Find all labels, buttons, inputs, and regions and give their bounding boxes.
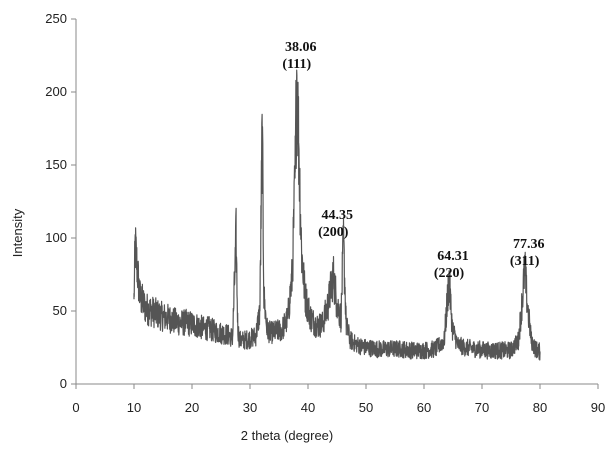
x-tick-label: 50 [359, 400, 373, 415]
series-line [133, 69, 541, 361]
x-tick-label: 20 [185, 400, 199, 415]
x-axis-title: 2 theta (degree) [241, 428, 334, 443]
x-tick-label: 0 [72, 400, 79, 415]
y-tick-label: 250 [45, 11, 67, 26]
peak-hkl-label: (220) [434, 266, 465, 281]
axes [75, 19, 598, 385]
peak-value-label: 64.31 [437, 249, 469, 264]
y-tick-label: 0 [60, 376, 67, 391]
y-axis-ticks: 0 50 100 150 200 250 [45, 11, 76, 391]
x-tick-label: 70 [475, 400, 489, 415]
y-axis-title: Intensity [10, 208, 25, 257]
y-tick-label: 50 [53, 303, 67, 318]
peak-hkl-label: (200) [318, 225, 349, 240]
x-axis-ticks: 0 10 20 30 40 50 60 70 80 90 [72, 384, 605, 415]
y-tick-label: 100 [45, 230, 67, 245]
x-tick-label: 80 [533, 400, 547, 415]
peak-value-label: 38.06 [285, 40, 317, 55]
y-tick-label: 200 [45, 84, 67, 99]
x-tick-label: 60 [417, 400, 431, 415]
x-tick-label: 90 [591, 400, 605, 415]
peak-hkl-label: (311) [510, 254, 540, 269]
peak-value-label: 77.36 [513, 237, 545, 252]
peak-annotations: 38.06 (111) 44.35 (200) 64.31 (220) 77.36 (311) [282, 40, 544, 281]
y-tick-label: 150 [45, 157, 67, 172]
x-tick-label: 40 [301, 400, 315, 415]
peak-value-label: 44.35 [321, 208, 353, 223]
x-tick-label: 10 [127, 400, 141, 415]
x-tick-label: 30 [243, 400, 257, 415]
peak-hkl-label: (111) [282, 57, 311, 72]
